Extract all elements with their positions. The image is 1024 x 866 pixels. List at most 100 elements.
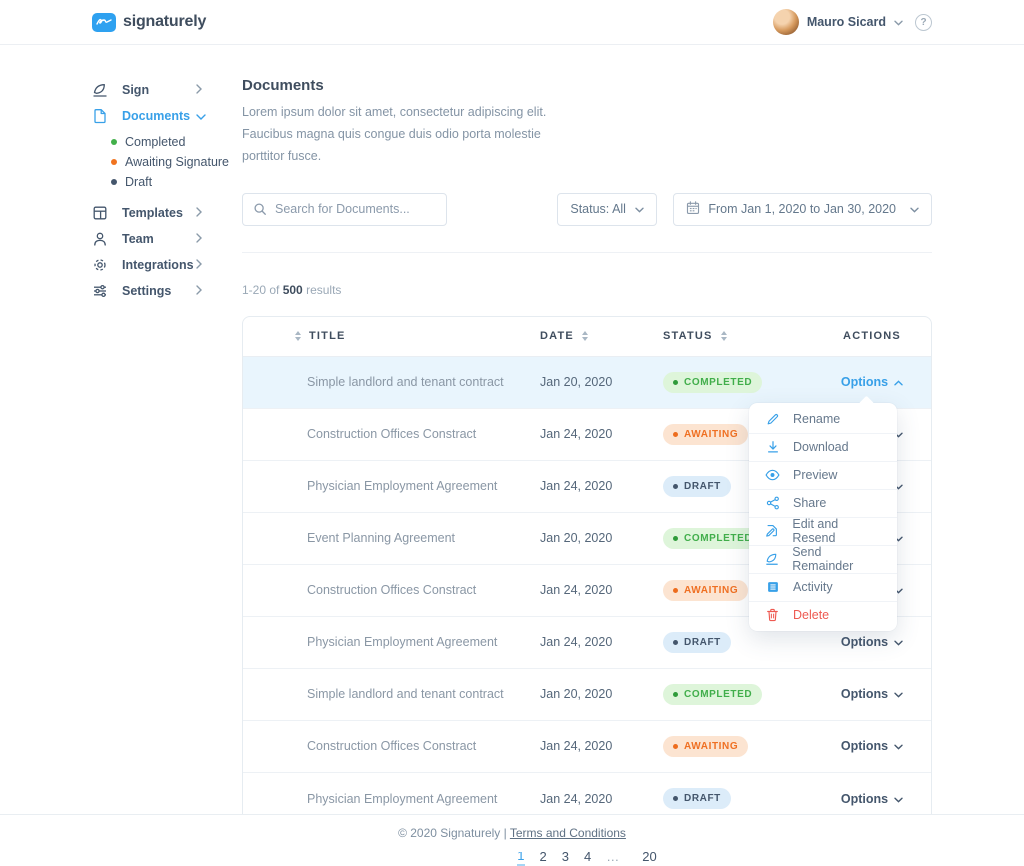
status-dot	[673, 587, 678, 593]
options-button[interactable]: Options	[841, 739, 903, 753]
search-box	[242, 192, 447, 226]
sidebar-item-label: Documents	[122, 109, 191, 123]
sidebar-item-label: Integrations	[122, 258, 194, 272]
trash-icon	[765, 608, 780, 622]
page-description: Lorem ipsum dolor sit amet, consectetur …	[242, 105, 547, 163]
doc-date: Jan 24, 2020	[540, 583, 613, 598]
chevron-right-icon	[196, 230, 202, 248]
menu-item-preview[interactable]: Preview	[749, 460, 897, 489]
avatar[interactable]	[772, 9, 799, 35]
options-button[interactable]: Options	[841, 635, 903, 649]
sign-pen-icon	[92, 82, 108, 98]
edit-document-icon	[765, 524, 779, 538]
status-badge: AWAITING	[663, 735, 749, 757]
main-content: Documents Lorem ipsum dolor sit amet, co…	[242, 77, 932, 866]
doc-title: Physician Employment Agreement	[307, 479, 498, 494]
page-title: Documents	[242, 77, 324, 94]
doc-date: Jan 24, 2020	[540, 635, 613, 650]
download-icon	[765, 440, 780, 454]
awaiting-dot-icon	[111, 159, 117, 165]
copyright-text: © 2020 Signaturely |	[398, 826, 510, 840]
date-range-select[interactable]: From Jan 1, 2020 to Jan 30, 2020	[673, 192, 932, 226]
menu-item-activity[interactable]: Activity	[749, 572, 897, 601]
terms-link[interactable]: Terms and Conditions	[509, 826, 626, 840]
status-badge: DRAFT	[663, 475, 731, 497]
status-filter-value: Status: All	[570, 202, 626, 217]
status-dot	[673, 743, 678, 749]
activity-list-icon	[765, 580, 780, 594]
doc-date: Jan 24, 2020	[540, 739, 613, 754]
sidebar-item-team[interactable]: Team	[92, 226, 242, 252]
sidebar-item-label: Team	[122, 232, 154, 246]
sub-item-label: Draft	[125, 175, 153, 189]
team-person-icon	[92, 231, 108, 247]
sidebar-item-templates[interactable]: Templates	[92, 200, 242, 226]
menu-item-edit-and-resend[interactable]: Edit and Resend	[749, 516, 897, 545]
options-button[interactable]: Options	[841, 375, 903, 389]
calendar-icon	[686, 200, 700, 218]
table-row[interactable]: Simple landlord and tenant contract Jan …	[243, 356, 931, 409]
sidebar-item-draft[interactable]: Draft	[92, 172, 242, 192]
chevron-down-icon	[635, 202, 645, 216]
sidebar-item-documents[interactable]: Documents	[92, 103, 242, 129]
table-row[interactable]: Simple landlord and tenant contract Jan …	[243, 668, 931, 721]
help-icon[interactable]: ?	[915, 13, 932, 31]
options-button[interactable]: Options	[841, 687, 903, 701]
status-dot	[673, 431, 678, 437]
templates-icon	[92, 205, 108, 221]
menu-item-rename[interactable]: Rename	[749, 405, 897, 433]
sidebar-item-integrations[interactable]: Integrations	[92, 252, 242, 278]
chevron-down-icon	[910, 202, 919, 216]
app-header: signaturely Mauro Sicard ?	[0, 0, 1024, 45]
sidebar-item-settings[interactable]: Settings	[92, 278, 242, 304]
chevron-down-icon	[894, 739, 903, 753]
sidebar-item-sign[interactable]: Sign	[92, 77, 242, 103]
chevron-up-icon	[894, 375, 903, 389]
draft-dot-icon	[111, 179, 117, 185]
doc-date: Jan 20, 2020	[540, 375, 613, 390]
sub-item-label: Awaiting Signature	[125, 155, 230, 169]
results-count-line: 1-20 of 500 results	[242, 282, 342, 297]
doc-date: Jan 20, 2020	[540, 687, 613, 702]
sidebar-item-completed[interactable]: Completed	[92, 132, 242, 152]
user-name[interactable]: Mauro Sicard	[806, 15, 886, 29]
share-icon	[765, 496, 780, 510]
menu-item-share[interactable]: Share	[749, 488, 897, 517]
doc-date: Jan 24, 2020	[540, 427, 613, 442]
sort-icon[interactable]	[720, 331, 727, 342]
status-filter-select[interactable]: Status: All	[557, 192, 658, 226]
results-total: 500	[282, 282, 303, 297]
status-badge: AWAITING	[663, 423, 749, 445]
completed-dot-icon	[111, 139, 117, 145]
doc-title: Construction Offices Constract	[307, 427, 477, 442]
column-header-status[interactable]: STATUS	[663, 330, 713, 343]
chevron-right-icon	[196, 256, 202, 274]
doc-title: Simple landlord and tenant contract	[307, 375, 504, 390]
status-dot	[673, 379, 678, 385]
doc-title: Physician Employment Agreement	[307, 635, 498, 650]
options-button[interactable]: Options	[841, 792, 903, 806]
menu-item-send-remainder[interactable]: Send Remainder	[749, 544, 897, 573]
chevron-down-icon[interactable]	[894, 13, 903, 31]
app-footer: © 2020 Signaturely | Terms and Condition…	[0, 814, 1024, 852]
sort-icon[interactable]	[295, 331, 301, 342]
sidebar-item-label: Sign	[122, 83, 150, 97]
status-dot	[673, 639, 678, 645]
status-badge: AWAITING	[663, 579, 749, 601]
search-input[interactable]	[242, 192, 447, 226]
menu-item-download[interactable]: Download	[749, 432, 897, 461]
sort-icon[interactable]	[581, 331, 588, 342]
logo[interactable]: signaturely	[92, 12, 206, 32]
doc-date: Jan 24, 2020	[540, 791, 613, 806]
sidebar-item-awaiting-signature[interactable]: Awaiting Signature	[92, 152, 242, 172]
chevron-down-icon	[894, 687, 903, 701]
sidebar-item-label: Templates	[122, 206, 183, 220]
search-icon	[253, 202, 267, 221]
doc-date: Jan 20, 2020	[540, 531, 613, 546]
status-badge: DRAFT	[663, 631, 731, 653]
column-header-title[interactable]: TITLE	[309, 330, 346, 343]
table-row[interactable]: Construction Offices Constract Jan 24, 2…	[243, 720, 931, 773]
menu-item-delete[interactable]: Delete	[749, 600, 897, 629]
chevron-down-icon	[894, 792, 903, 806]
column-header-date[interactable]: DATE	[540, 330, 574, 343]
